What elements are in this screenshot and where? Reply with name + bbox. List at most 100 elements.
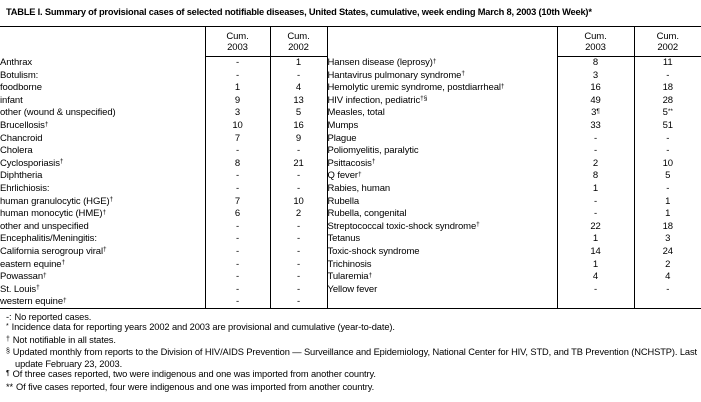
- value-cum-2002: -: [270, 245, 328, 258]
- table-row: Chancroid 7 9 Plague - -: [0, 132, 701, 145]
- disease-label: Hemolytic uremic syndrome, postdiarrheal: [327, 82, 502, 94]
- value-text: -: [296, 296, 301, 308]
- value-text: 22: [590, 220, 601, 232]
- footnote-superscript: †: [476, 221, 480, 229]
- value-cum-2002: 4: [270, 81, 328, 95]
- value-cum-2003: 7: [205, 132, 271, 145]
- value-cum-2002: 10: [270, 195, 328, 208]
- value-text: 8: [592, 57, 599, 69]
- disease-label: other and unspecified: [0, 220, 89, 232]
- value-text: 2: [665, 258, 671, 270]
- value-text: -: [666, 283, 670, 295]
- disease-label: Brucellosis: [0, 120, 45, 132]
- value-cum-2003: 8: [205, 157, 271, 170]
- value-cum-2002: -: [270, 258, 328, 271]
- value-text: -: [235, 182, 240, 194]
- value-text: 2: [295, 208, 302, 220]
- value-text: 28: [662, 94, 673, 106]
- value-text: -: [235, 69, 240, 81]
- value-cum-2003: -: [205, 245, 271, 258]
- disease-label: Cyclosporiasis: [0, 157, 60, 169]
- value-cum-2003: -: [205, 144, 271, 158]
- value-cum-2003: -: [557, 195, 635, 208]
- value-text: 4: [665, 271, 671, 283]
- value-cum-2003: 49: [557, 94, 635, 107]
- value-text: -: [593, 283, 598, 295]
- value-text: -: [666, 132, 670, 144]
- disease-name-cell: Powassan†: [0, 270, 206, 284]
- footnote: † Not notifiable in all states.: [6, 335, 700, 347]
- table-header-row: Cum. 2003 Cum. 2002 Cum. 2003 Cum. 2002: [0, 26, 701, 57]
- value-cum-2002: 28: [634, 94, 701, 107]
- value-text: 1: [592, 182, 599, 194]
- value-text: 16: [293, 120, 304, 132]
- value-cum-2002: -: [270, 69, 328, 82]
- value-cum-2003: -: [205, 220, 271, 233]
- disease-label: Mumps: [327, 120, 359, 132]
- value-cum-2003: -: [205, 295, 271, 309]
- disease-name-cell: Poliomyelitis, paralytic: [327, 144, 558, 158]
- value-text: 16: [590, 82, 601, 94]
- table-row: Encephalitis/Meningitis: - - Tetanus 1 3: [0, 232, 701, 246]
- value-cum-2003: 3: [205, 106, 271, 120]
- footnote-superscript: †: [109, 196, 114, 204]
- table-row: Powassan† - - Tularemia† 4 4: [0, 270, 701, 284]
- footnote-text: Of five cases reported, four were indige…: [16, 381, 375, 392]
- value-text: 21: [293, 157, 304, 169]
- disease-label: Rubella: [327, 195, 360, 207]
- value-text: -: [296, 283, 301, 295]
- footnote-superscript: †: [59, 158, 64, 166]
- value-cum-2002: -: [634, 69, 701, 82]
- value-text: 7: [234, 195, 241, 207]
- value-text: 6: [234, 208, 241, 220]
- disease-label: Encephalitis/Meningitis:: [0, 233, 97, 245]
- table-row: Anthrax - 1 Hansen disease (leprosy)† 8 11: [0, 56, 701, 70]
- value-cum-2003: 22: [557, 220, 635, 233]
- value-text: 1: [295, 57, 302, 69]
- value-cum-2003: -: [205, 283, 271, 296]
- footnote-superscript: †: [61, 259, 66, 267]
- value-cum-2002: 5: [634, 170, 701, 183]
- value-cum-2003: 9: [205, 94, 271, 107]
- value-superscript: ¶: [596, 107, 600, 115]
- disease-label: Tularemia: [327, 271, 369, 283]
- disease-label: St. Louis: [0, 283, 37, 295]
- table-row: Ehrlichiosis: - - Rabies, human 1 -: [0, 182, 701, 196]
- value-text: 4: [295, 82, 302, 94]
- value-text: -: [593, 195, 598, 207]
- table-row: other and unspecified - - Streptococcal tox…: [0, 220, 701, 233]
- value-text: -: [593, 208, 598, 220]
- disease-label: Botulism:: [0, 69, 39, 81]
- footnote: ¶ Of three cases reported, two were indig…: [6, 369, 700, 381]
- right-disease-column-header: [327, 26, 558, 57]
- value-cum-2002: 11: [634, 57, 701, 70]
- value-cum-2003: -: [205, 258, 271, 271]
- footnote-superscript: †: [357, 170, 362, 178]
- disease-label: infant: [0, 94, 23, 106]
- footnote-superscript: †: [500, 82, 505, 90]
- header-line-cum: Cum.: [287, 30, 310, 42]
- value-cum-2003: -: [557, 132, 635, 145]
- value-text: 4: [592, 271, 599, 283]
- header-line-year: 2003: [227, 41, 248, 53]
- header-line-cum: Cum.: [226, 30, 249, 42]
- value-cum-2003: 4: [557, 270, 635, 284]
- value-cum-2002: -: [270, 144, 328, 158]
- footnote-superscript: †: [36, 284, 40, 292]
- value-cum-2003: -: [557, 144, 635, 158]
- value-cum-2002: -: [270, 295, 328, 309]
- footnote: -: No reported cases.: [6, 312, 700, 322]
- footnote-marker: *: [6, 323, 9, 331]
- value-cum-2002: 13: [270, 94, 328, 107]
- value-cum-2003: 10: [205, 119, 271, 133]
- value-cum-2002: -: [270, 220, 328, 233]
- value-text: 11: [662, 57, 673, 69]
- disease-name-cell: California serogroup viral†: [0, 245, 206, 258]
- disease-name-cell: Psittacosis†: [327, 157, 558, 170]
- footnote-text: Incidence data for reporting years 2002 …: [11, 322, 395, 333]
- disease-label: Rubella, congenital: [327, 208, 407, 220]
- table-row: Cholera - - Poliomyelitis, paralytic - -: [0, 144, 701, 158]
- footnote: § Updated monthly from reports to the Div…: [6, 347, 700, 370]
- value-cum-2003: 33: [557, 119, 635, 133]
